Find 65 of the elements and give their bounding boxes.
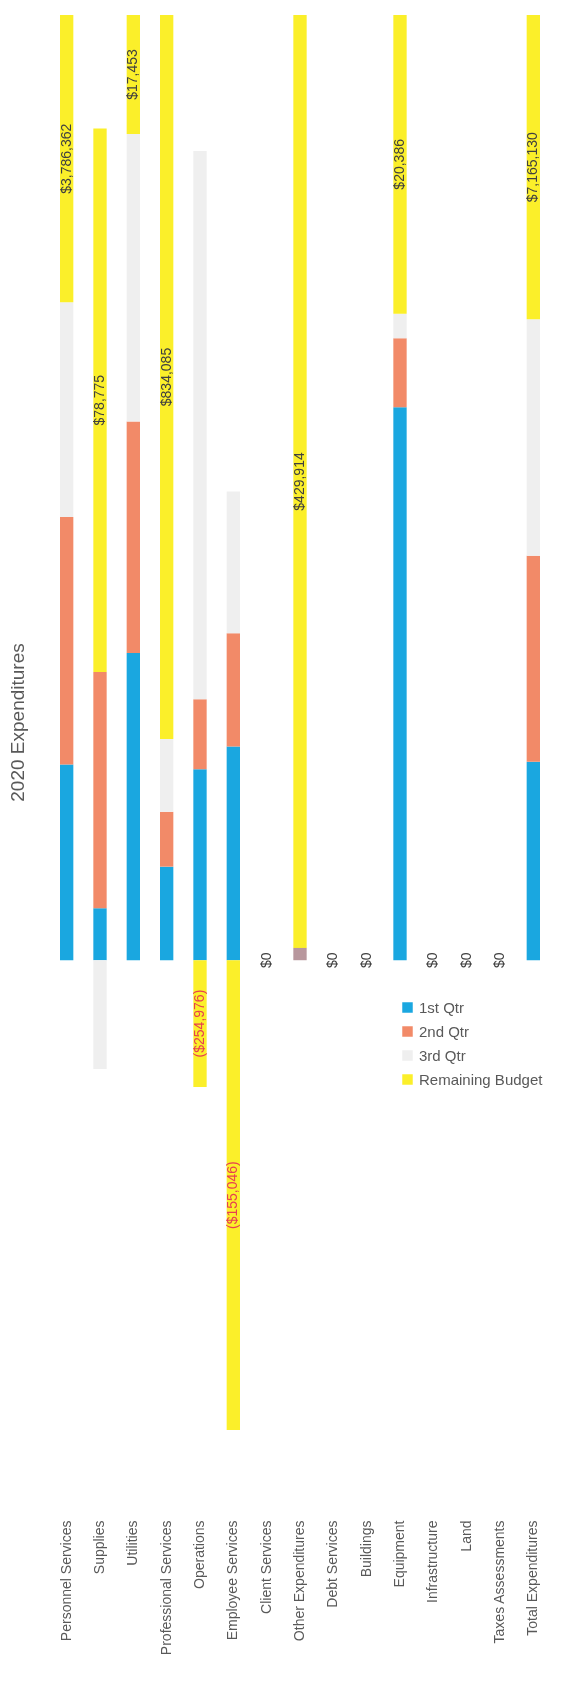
bar (393, 407, 407, 961)
legend-label: 2nd Qtr (419, 1022, 470, 1040)
x-tick-label: Employee Services (224, 1520, 241, 1641)
bar (93, 671, 107, 909)
bar (160, 811, 174, 867)
bar (226, 960, 240, 1430)
bar (393, 15, 407, 314)
annotation: $7,165,130 (524, 131, 541, 203)
bar (93, 128, 107, 672)
bar (293, 947, 307, 961)
x-tick-label: Client Services (257, 1520, 274, 1614)
x-tick-label: Other Expenditures (291, 1520, 307, 1642)
bar (126, 421, 140, 654)
annotation: $20,386 (391, 138, 407, 190)
bar (526, 319, 540, 556)
x-tick-label: Utilities (124, 1520, 141, 1566)
bar (60, 516, 74, 765)
x-tick-label: Debt Services (324, 1520, 341, 1608)
bar (193, 769, 207, 961)
bar (160, 15, 174, 740)
bar (193, 151, 207, 700)
bar (193, 699, 207, 770)
annotation: $17,453 (124, 49, 141, 100)
x-tick-label: Equipment (391, 1520, 407, 1588)
annotation: $3,786,362 (57, 123, 74, 194)
text: 2020 Expenditures (7, 643, 28, 802)
annotation: $0 (257, 952, 274, 969)
bar (160, 739, 174, 812)
bar (93, 960, 107, 1069)
annotation: $0 (424, 952, 441, 969)
bar (226, 491, 240, 634)
bar (226, 746, 240, 961)
bar (126, 653, 140, 961)
x-tick-label: Infrastructure (424, 1520, 441, 1603)
x-tick-label: Land (457, 1520, 474, 1552)
annotation: $429,914 (291, 452, 307, 511)
annotation: $0 (357, 952, 374, 969)
x-tick-label: Buildings (357, 1520, 374, 1578)
annotation: $834,085 (157, 347, 174, 407)
x-tick-label: Taxes Assessments (491, 1520, 507, 1644)
bar (526, 761, 540, 961)
annotation: $0 (457, 952, 474, 969)
bar (393, 338, 407, 408)
bar (160, 866, 174, 961)
x-tick-label: Personnel Services (57, 1520, 74, 1642)
legend-label: Remaining Budget (419, 1070, 544, 1088)
annotation: ($155,046) (224, 1161, 241, 1229)
bar (126, 134, 140, 422)
legend-label: 1st Qtr (419, 998, 465, 1016)
x-tick-label: Professional Services (157, 1520, 174, 1656)
legend-label: 3rd Qtr (419, 1046, 466, 1064)
x-tick-label: Supplies (91, 1520, 107, 1575)
bar (526, 555, 540, 762)
x-tick-label: Operations (191, 1520, 207, 1589)
annotation: $78,775 (91, 374, 107, 426)
bar (60, 302, 74, 517)
annotation: $0 (324, 952, 341, 969)
bar (293, 15, 307, 948)
bar (226, 633, 240, 747)
bar (60, 764, 74, 961)
x-tick-label: Total Expenditures (524, 1520, 541, 1636)
bar (393, 313, 407, 339)
annotation: ($254,976) (191, 989, 207, 1058)
bar (93, 908, 107, 961)
annotation: $0 (491, 952, 507, 969)
